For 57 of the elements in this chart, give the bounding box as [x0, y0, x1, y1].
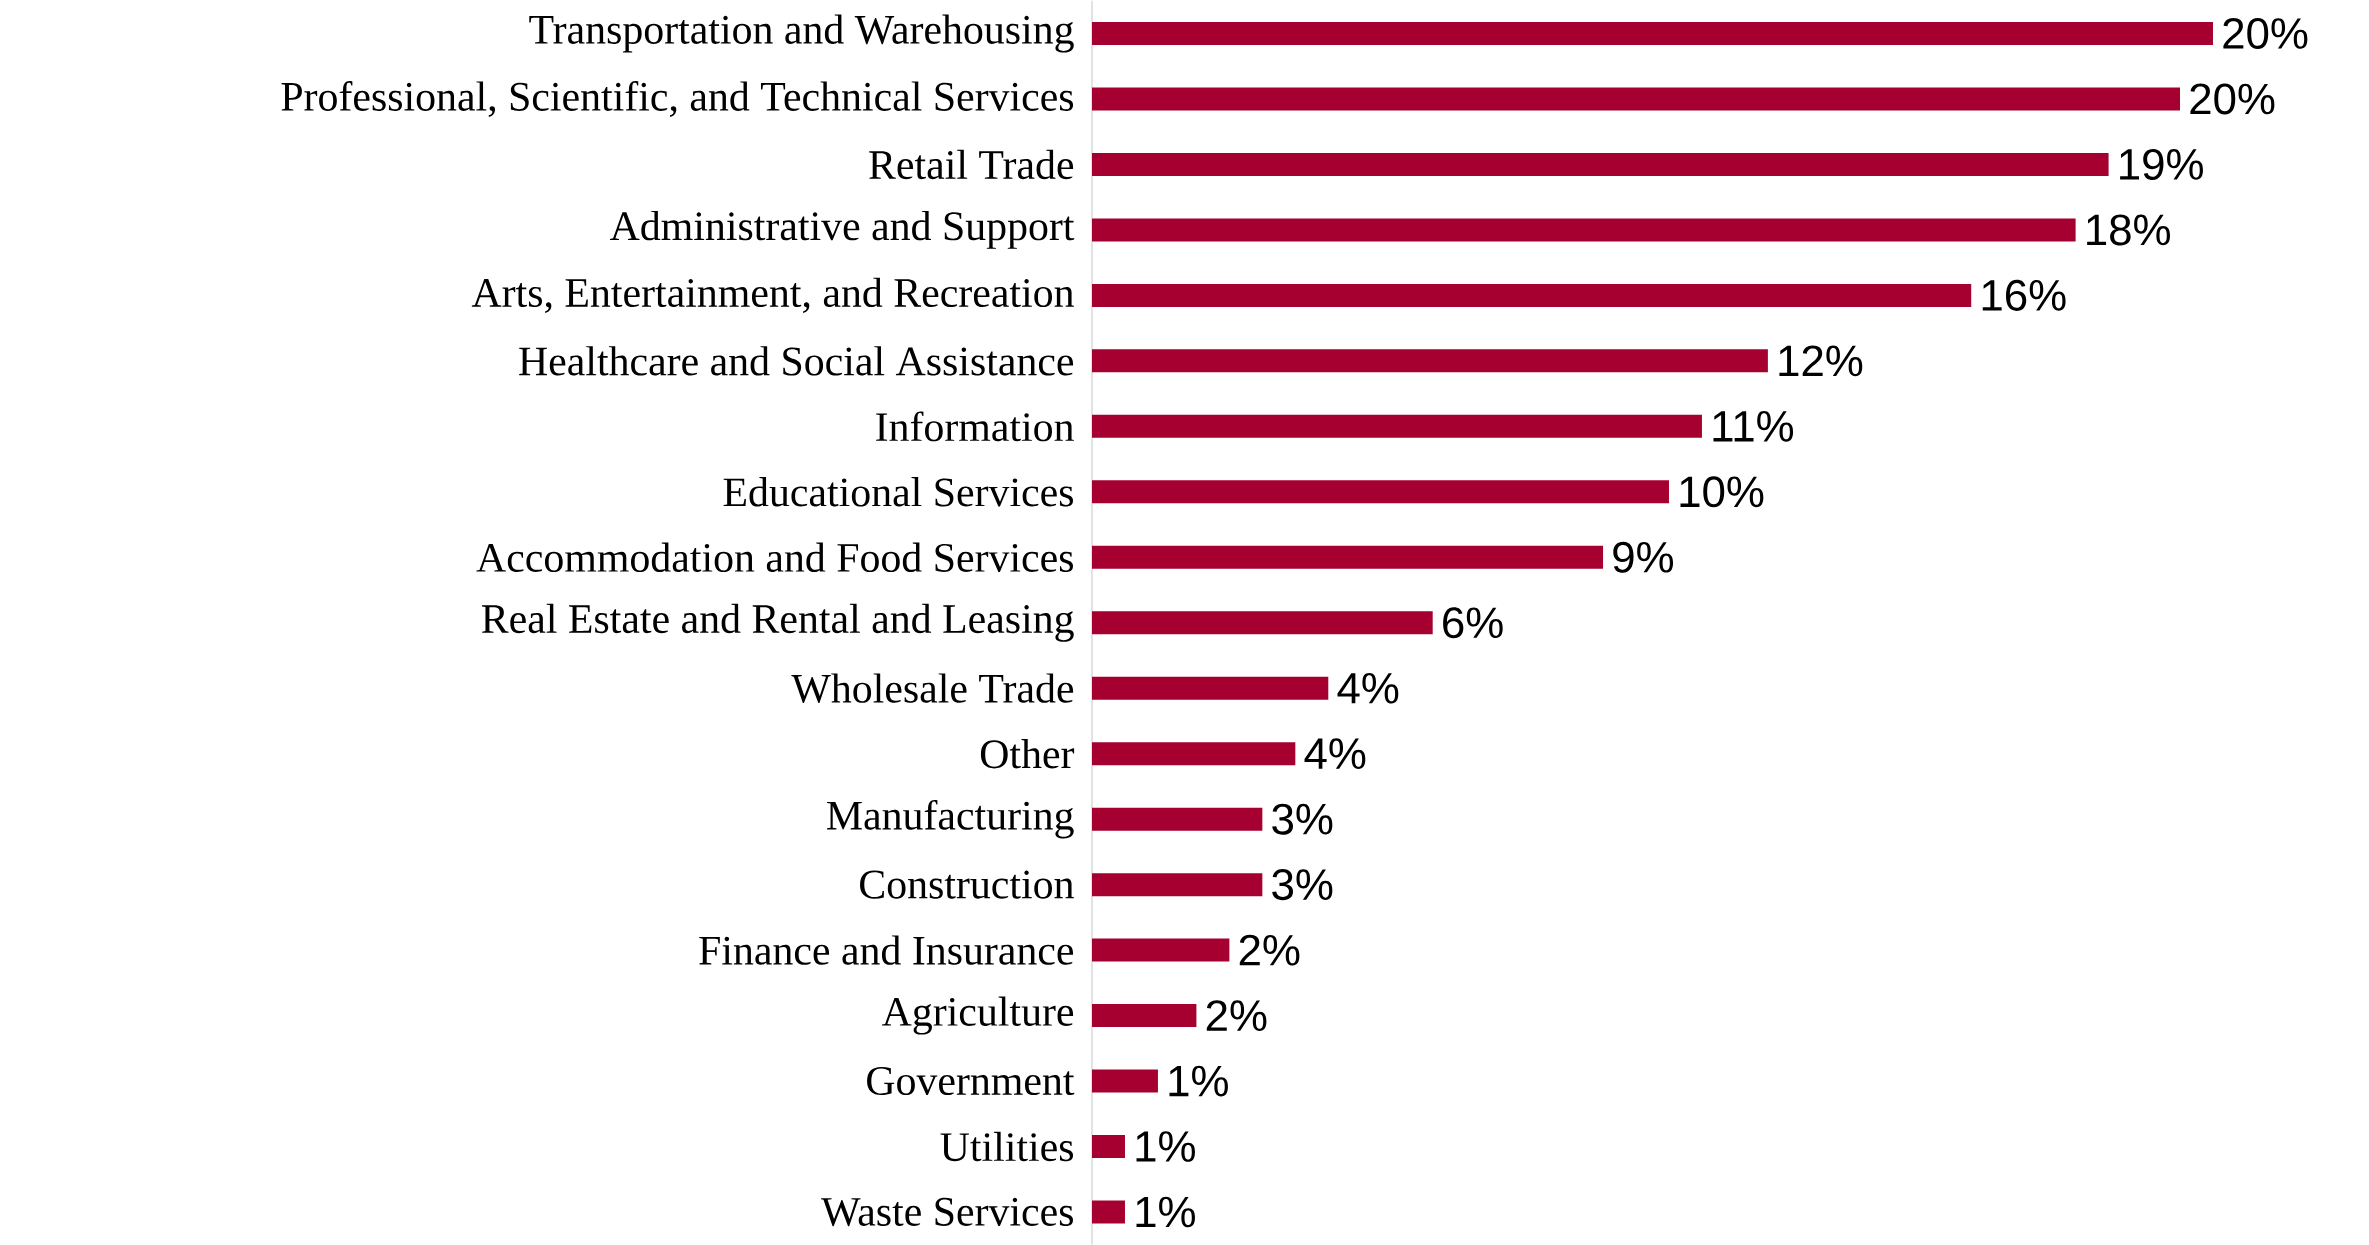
bar	[1092, 676, 1329, 700]
y-tick-label: Waste Services	[821, 1197, 1073, 1226]
bar	[1092, 611, 1433, 635]
bar	[1092, 414, 1702, 438]
data-label: 20%	[2223, 17, 2308, 49]
data-label: 12%	[1779, 345, 1863, 377]
bar	[1092, 545, 1604, 569]
bar	[1092, 349, 1768, 373]
y-tick-label: Wholesale Trade	[791, 673, 1074, 703]
y-tick-label: Administrative and Support	[610, 210, 1075, 249]
bar	[1092, 152, 2109, 176]
bar	[1092, 283, 1972, 307]
y-tick-label: Accommodation and Food Services	[476, 542, 1073, 572]
bar	[1092, 1200, 1125, 1224]
bar	[1092, 480, 1669, 504]
y-tick-label: Government	[867, 1066, 1075, 1095]
data-label: 16%	[1982, 279, 2066, 311]
data-label: 20%	[2190, 83, 2275, 115]
y-tick-label: Manufacturing	[827, 799, 1074, 839]
y-tick-label: Information	[876, 411, 1074, 442]
y-tick-label: Finance and Insurance	[699, 935, 1074, 965]
y-tick-label: Agriculture	[882, 996, 1074, 1035]
y-tick-label: Real Estate and Rental and Leasing	[481, 603, 1074, 642]
data-label: 4%	[1304, 738, 1366, 769]
bar	[1092, 938, 1230, 962]
data-label: 11%	[1713, 410, 1794, 442]
data-label: 1%	[1136, 1196, 1195, 1228]
data-label: 2%	[1206, 999, 1267, 1031]
bar	[1092, 1134, 1125, 1158]
y-tick-label: Transportation and Warehousing	[529, 14, 1074, 53]
bar	[1092, 741, 1296, 765]
y-tick-label: Retail Trade	[869, 149, 1074, 179]
y-tick-label: Other	[980, 738, 1075, 769]
bar	[1092, 218, 2076, 242]
y-tick-label: Professional, Scientific, and Technical Services	[281, 80, 1074, 117]
data-label: 9%	[1613, 541, 1674, 573]
bar	[1092, 1003, 1197, 1027]
data-label: 2%	[1239, 934, 1300, 966]
y-tick-label: Construction	[860, 870, 1074, 899]
y-tick-label: Healthcare and Social Assistance	[519, 345, 1074, 376]
bar	[1092, 21, 2213, 45]
bar	[1092, 87, 2181, 111]
data-label: 3%	[1272, 803, 1333, 835]
bar	[1092, 1069, 1158, 1093]
data-label: 18%	[2087, 214, 2170, 246]
y-tick-label: Arts, Entertainment, and Recreation	[471, 277, 1074, 313]
data-label: 4%	[1337, 672, 1399, 704]
y-tick-label: Utilities	[940, 1131, 1074, 1162]
bar	[1092, 872, 1263, 896]
data-label: 1%	[1136, 1130, 1195, 1162]
data-label: 1%	[1169, 1065, 1228, 1097]
data-label: 10%	[1680, 476, 1764, 508]
data-label: 6%	[1443, 606, 1503, 639]
data-label: 3%	[1272, 868, 1333, 900]
bar	[1092, 807, 1263, 831]
y-tick-label: Educational Services	[723, 476, 1073, 507]
data-label: 19%	[2120, 148, 2203, 180]
